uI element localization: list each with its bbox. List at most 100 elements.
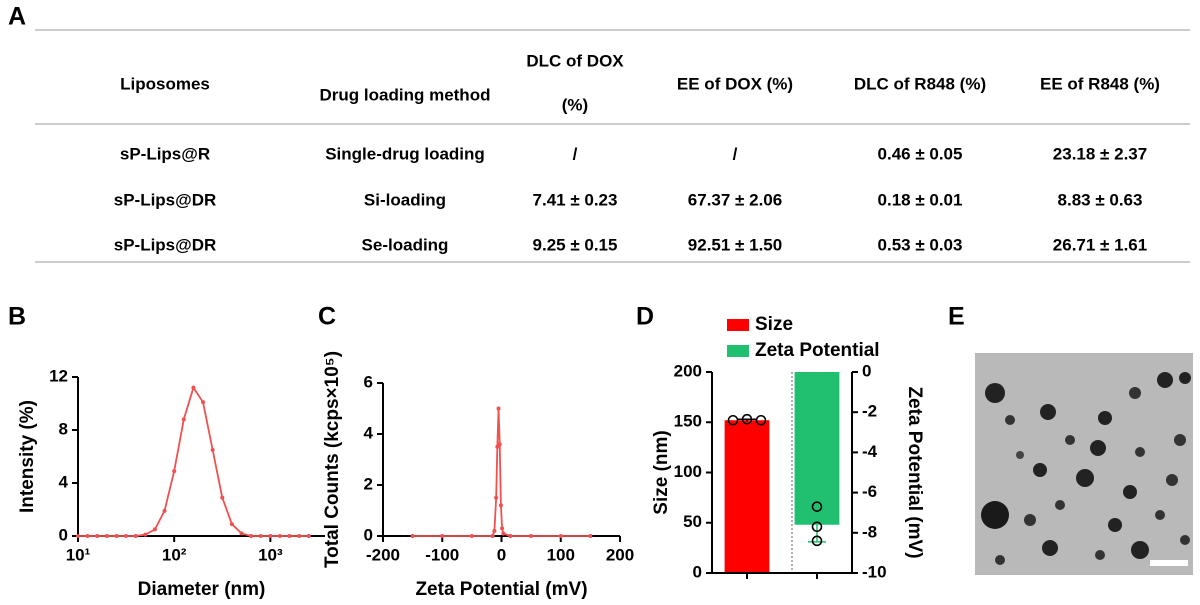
data-point bbox=[500, 526, 505, 531]
tick-label: 150 bbox=[674, 412, 702, 431]
table-header: (%) bbox=[562, 95, 588, 114]
tick-label: 4 bbox=[59, 472, 69, 491]
data-point bbox=[727, 414, 739, 426]
data-point bbox=[143, 532, 148, 537]
data-point bbox=[239, 531, 244, 536]
data-point bbox=[498, 503, 503, 508]
tick-label: 12 bbox=[49, 366, 68, 385]
data-point bbox=[469, 534, 474, 538]
x-axis-label: Zeta Potential (mV) bbox=[415, 579, 587, 600]
x-axis-label: Diameter (nm) bbox=[138, 579, 266, 600]
data-point bbox=[501, 531, 506, 536]
panel-label: E bbox=[948, 303, 965, 331]
tick-label: 50 bbox=[683, 512, 702, 531]
data-point bbox=[287, 534, 292, 538]
data-point bbox=[755, 414, 767, 426]
table-cell: 0.46 ± 0.05 bbox=[878, 144, 963, 163]
data-point bbox=[440, 534, 445, 538]
table-cell: / bbox=[733, 144, 738, 163]
bar bbox=[724, 420, 770, 573]
panel-label: A bbox=[8, 3, 26, 31]
data-point bbox=[495, 444, 500, 449]
y2-axis-label: Zeta Potential (mV) bbox=[904, 386, 925, 558]
panel-label: D bbox=[636, 303, 654, 331]
tick-label: 10³ bbox=[258, 545, 283, 564]
tick-label: -8 bbox=[862, 522, 877, 541]
legend-swatch bbox=[727, 319, 749, 331]
data-point bbox=[220, 495, 225, 500]
legend-label: Size bbox=[755, 314, 793, 335]
panel-label: C bbox=[318, 303, 336, 331]
data-point bbox=[811, 535, 823, 547]
data-point bbox=[95, 534, 100, 538]
data-point bbox=[114, 534, 119, 538]
tem-image bbox=[975, 353, 1193, 575]
data-point bbox=[133, 534, 138, 538]
data-point bbox=[210, 447, 215, 452]
data-point bbox=[85, 534, 90, 538]
table-cell: / bbox=[573, 144, 578, 163]
tick-label: 10² bbox=[162, 545, 187, 564]
table-header: Drug loading method bbox=[320, 85, 491, 104]
tick-label: -200 bbox=[366, 545, 400, 564]
table-cell: Si-loading bbox=[364, 190, 446, 209]
tick-label: 0 bbox=[364, 525, 373, 544]
data-point bbox=[741, 413, 753, 425]
legend-label: Zeta Potential bbox=[755, 340, 880, 361]
tick-label: 200 bbox=[606, 545, 634, 564]
table-cell: 9.25 ± 0.15 bbox=[533, 235, 618, 254]
data-point bbox=[297, 534, 302, 538]
data-point bbox=[152, 527, 157, 532]
table-header: Liposomes bbox=[120, 74, 210, 93]
tick-label: -6 bbox=[862, 482, 877, 501]
data-point bbox=[588, 534, 593, 538]
data-point bbox=[104, 534, 109, 538]
data-point bbox=[306, 534, 311, 538]
data-line bbox=[412, 408, 591, 537]
legend-swatch bbox=[727, 345, 749, 357]
tick-label: 0 bbox=[693, 562, 702, 581]
table-cell: 26.71 ± 1.61 bbox=[1053, 235, 1147, 254]
table-cell: sP-Lips@DR bbox=[114, 235, 217, 254]
table-cell: 23.18 ± 2.37 bbox=[1053, 144, 1147, 163]
table-header: DLC of R848 (%) bbox=[854, 74, 986, 93]
data-point bbox=[811, 501, 823, 512]
tick-label: -100 bbox=[425, 545, 459, 564]
data-point bbox=[191, 385, 196, 390]
table-header: EE of R848 (%) bbox=[1040, 74, 1160, 93]
table-cell: 0.18 ± 0.01 bbox=[878, 190, 963, 209]
table-cell: 0.53 ± 0.03 bbox=[878, 235, 963, 254]
data-point bbox=[229, 522, 234, 527]
y-axis-label: Intensity (%) bbox=[17, 400, 38, 513]
data-point bbox=[201, 400, 206, 405]
tick-label: 200 bbox=[674, 361, 702, 380]
tick-label: 100 bbox=[674, 462, 702, 481]
data-point bbox=[508, 534, 513, 538]
data-point bbox=[811, 521, 823, 533]
table-header: DLC of DOX bbox=[526, 51, 624, 70]
table-cell: 92.51 ± 1.50 bbox=[688, 235, 782, 254]
tick-label: 6 bbox=[364, 372, 373, 391]
data-point bbox=[172, 469, 177, 474]
data-point bbox=[249, 534, 254, 538]
tick-label: 2 bbox=[364, 474, 373, 493]
tick-label: 10¹ bbox=[66, 545, 91, 564]
table-cell: 8.83 ± 0.63 bbox=[1058, 190, 1143, 209]
data-point bbox=[496, 406, 501, 411]
data-point bbox=[558, 534, 563, 538]
data-point bbox=[268, 534, 273, 538]
table-cell: sP-Lips@R bbox=[120, 144, 210, 163]
tick-label: 0 bbox=[497, 545, 506, 564]
table-cell: sP-Lips@DR bbox=[114, 190, 217, 209]
tick-label: 0 bbox=[862, 361, 871, 380]
data-point bbox=[492, 528, 497, 533]
data-point bbox=[490, 534, 495, 538]
y-axis-label: Total Counts (kcps×10⁵) bbox=[322, 351, 343, 568]
data-point bbox=[162, 508, 167, 513]
table-cell: Single-drug loading bbox=[325, 144, 485, 163]
data-point bbox=[181, 417, 186, 422]
table-header: EE of DOX (%) bbox=[677, 74, 793, 93]
data-point bbox=[124, 534, 129, 538]
tick-label: -2 bbox=[862, 402, 877, 421]
